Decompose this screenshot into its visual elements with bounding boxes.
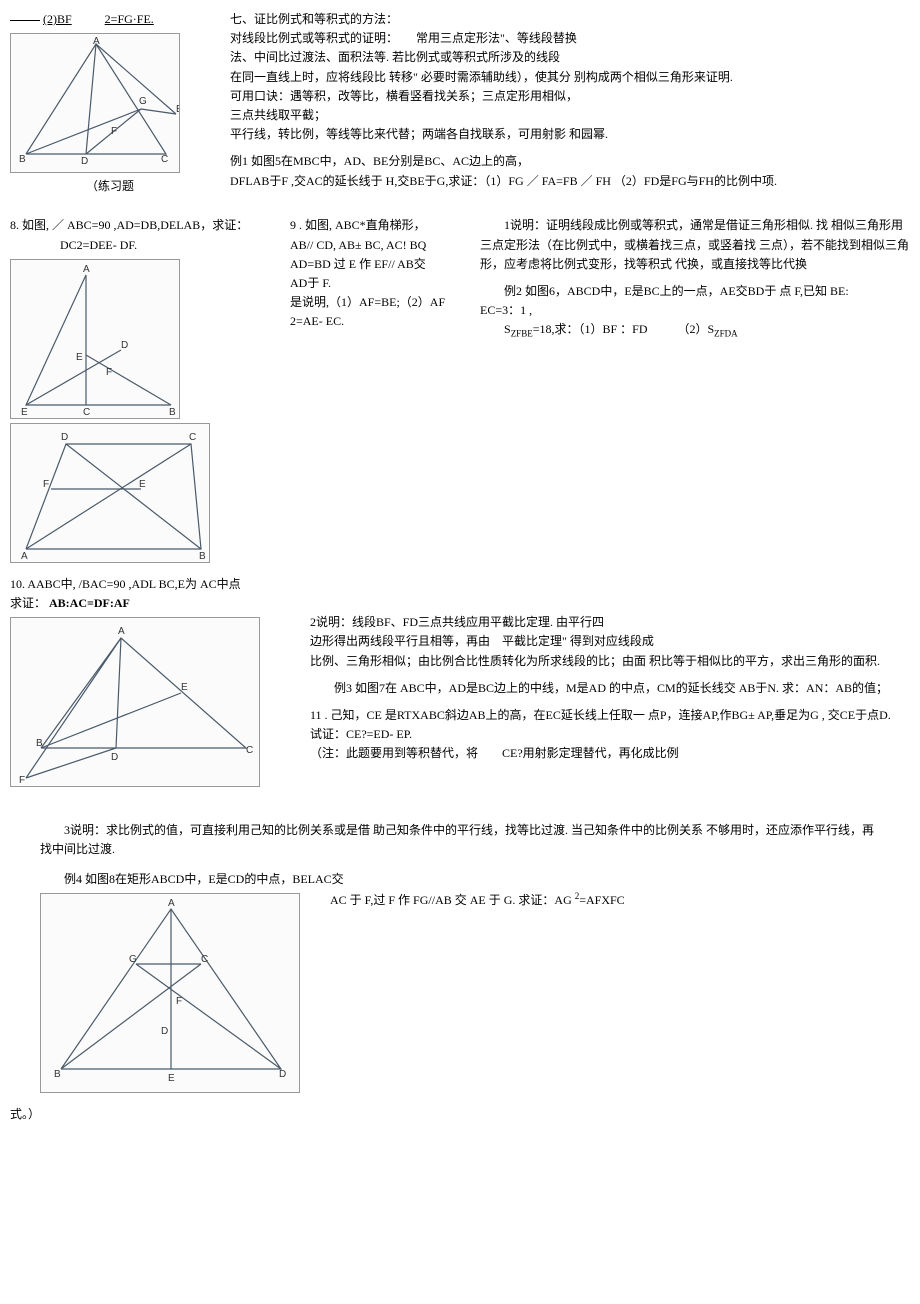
bottom-shi: 式。） xyxy=(10,1105,880,1124)
q10-l2-bold: AB:AC=DF:AF xyxy=(49,596,130,610)
svg-text:B: B xyxy=(19,154,26,165)
q10-right: 2说明：线段BF、FD三点共线应用平截比定理. 由平行四 边形得出两线段平行且相… xyxy=(310,613,910,791)
figure-q9: D C A B F E xyxy=(10,423,210,563)
svg-text:D: D xyxy=(121,340,128,351)
mid-row: 8. 如图, ／ ABC=90 ,AD=DB,DELAB，求证： DC2=DEE… xyxy=(10,216,910,566)
c2-l5: 2=AE- EC. xyxy=(290,312,460,331)
q8-sub: DC2=DEE- DF. xyxy=(10,236,270,255)
q10-r2: 比例、三角形相似；由比例合比性质转化为所求线段的比；由面 积比等于相似比的平方，… xyxy=(310,652,910,671)
c3-ex2a: 例2 如图6，ABCD中，E是BC上的一点，AE交BD于 点 F,已知 BE: xyxy=(480,282,910,301)
q10-r4: 例3 如图7在 ABC中，AD是BC边上的中线，M是AD 的中点，CM的延长线交… xyxy=(310,679,910,698)
q8-text: 8. 如图, ／ ABC=90 ,AD=DB,DELAB，求证： xyxy=(10,216,270,235)
c3-p1: 1说明：证明线段成比例或等积式，通常是借证三角形相似. 找 相似三角形用三点定形… xyxy=(480,216,910,274)
q10-left: A B C D E F xyxy=(10,613,290,791)
svg-text:A: A xyxy=(83,264,90,275)
left-header-line: (2)BF 2=FG·FE. xyxy=(10,10,210,29)
c3-ex2c-sub: ZFBE xyxy=(511,329,533,339)
right-line-2: 法、中间比过渡法、面积法等. 若比例式或等积式所涉及的线段 xyxy=(230,48,910,67)
c2-l1: AB// CD, AB± BC, AC! BQ xyxy=(290,236,460,255)
c2-l3: AD于 F. xyxy=(290,274,460,293)
c3-ex2c-sub2: ZFDA xyxy=(714,329,738,339)
figure-ex4: A B D E G C F D xyxy=(40,893,300,1093)
c3-ex2c-pre: S xyxy=(504,322,511,336)
q10-l2-pre: 求证： xyxy=(10,596,46,610)
figure-q10: A B C D E F xyxy=(10,617,260,787)
svg-text:E: E xyxy=(21,407,28,418)
svg-text:E: E xyxy=(76,352,83,363)
left-eq: 2=FG·FE. xyxy=(105,12,154,26)
svg-text:B: B xyxy=(199,551,206,562)
svg-text:A: A xyxy=(118,626,125,637)
right-line-9: DFLAB于F ,交AC的延长线于 H,交BE于G,求证：（1）FG ／ FA=… xyxy=(230,172,910,191)
figure-practice: A B C D G E F xyxy=(10,33,180,173)
q10-block: 10. AABC中, /BAC=90 ,ADL BC,E为 AC中点 求证： A… xyxy=(10,575,910,791)
mid-col3: 1说明：证明线段成比例或等积式，通常是借证三角形相似. 找 相似三角形用三点定形… xyxy=(480,216,910,566)
svg-text:F: F xyxy=(111,126,117,137)
svg-text:D: D xyxy=(111,752,118,763)
q10-r7: 试证：CE?=ED- EP. xyxy=(310,725,910,744)
q10-l1: 10. AABC中, /BAC=90 ,ADL BC,E为 AC中点 xyxy=(10,575,910,594)
c2-l2: AD=BD 过 E 作 EF// AB交 xyxy=(290,255,460,274)
c2-l0: 9 . 如图, ABC*直角梯形， xyxy=(290,216,460,235)
svg-text:E: E xyxy=(168,1073,175,1084)
svg-text:A: A xyxy=(168,898,175,909)
svg-text:E: E xyxy=(139,479,146,490)
svg-text:B: B xyxy=(36,738,43,749)
mid-col1: 8. 如图, ／ ABC=90 ,AD=DB,DELAB，求证： DC2=DEE… xyxy=(10,216,270,566)
right-line-5: 三点共线取平截； xyxy=(230,106,910,125)
svg-text:E: E xyxy=(181,682,188,693)
bottom-ex4a: 例4 如图8在矩形ABCD中，E是CD的中点，BELAC交 xyxy=(40,870,880,889)
svg-text:F: F xyxy=(106,367,112,378)
top-row: (2)BF 2=FG·FE. A B C D G E F （练习题 七、证比例式… xyxy=(10,10,910,196)
svg-text:E: E xyxy=(176,104,180,115)
mid-col2: 9 . 如图, ABC*直角梯形， AB// CD, AB± BC, AC! B… xyxy=(290,216,460,566)
svg-text:A: A xyxy=(21,551,28,562)
right-line-4: 可用口诀：遇等积，改等比，横看竖看找关系；三点定形用相似， xyxy=(230,87,910,106)
left-header: (2)BF xyxy=(43,12,72,26)
q10-r8: （注：此题要用到等积替代，将 CE?用射影定理替代，再化成比例 xyxy=(310,744,910,763)
svg-text:C: C xyxy=(189,432,196,443)
bottom-fig-col: A B D E G C F D xyxy=(40,889,310,1097)
svg-text:G: G xyxy=(139,96,147,107)
right-line-0: 七、证比例式和等积式的方法： xyxy=(230,10,910,29)
svg-text:G: G xyxy=(129,954,137,965)
svg-text:F: F xyxy=(176,996,182,1007)
figure-q8: A E C B E D F xyxy=(10,259,180,419)
svg-text:B: B xyxy=(54,1069,61,1080)
c3-ex2c: SZFBE=18,求：（1）BF ：FD （2）SZFDA xyxy=(480,320,910,341)
right-line-1: 对线段比例式或等积式的证明： 常用三点定形法"、等线段替换 xyxy=(230,29,910,48)
right-line-8: 例1 如图5在MBC中，AD、BE分别是BC、AC边上的高， xyxy=(230,152,910,171)
q10-r0: 2说明：线段BF、FD三点共线应用平截比定理. 由平行四 xyxy=(310,613,910,632)
svg-text:A: A xyxy=(93,36,100,47)
q10-r1: 边形得出两线段平行且相等，再由 平截比定理" 得到对应线段成 xyxy=(310,632,910,651)
bottom-p3: 3说明：求比例式的值，可直接利用己知的比例关系或是借 助己知条件中的平行线，找等… xyxy=(40,821,880,859)
ex4b-pre: AC 于 F,过 F 作 FG//AB 交 AE 于 G. 求证：AG xyxy=(330,893,575,907)
svg-text:D: D xyxy=(81,156,88,167)
q10-l2: 求证： AB:AC=DF:AF xyxy=(10,594,910,613)
bottom-ex4b-col: AC 于 F,过 F 作 FG//AB 交 AE 于 G. 求证：AG 2=AF… xyxy=(330,889,880,1097)
bottom-ex4b: AC 于 F,过 F 作 FG//AB 交 AE 于 G. 求证：AG 2=AF… xyxy=(330,889,880,910)
c2-l4: 是说明,（1）AF=BE;（2）AF xyxy=(290,293,460,312)
svg-text:B: B xyxy=(169,407,176,418)
top-left-col: (2)BF 2=FG·FE. A B C D G E F （练习题 xyxy=(10,10,210,196)
top-right-col: 七、证比例式和等积式的方法： 对线段比例式或等积式的证明： 常用三点定形法"、等… xyxy=(230,10,910,196)
bottom-block: 3说明：求比例式的值，可直接利用己知的比例关系或是借 助己知条件中的平行线，找等… xyxy=(10,821,910,1124)
c3-ex2c-mid: =18,求：（1）BF ：FD （2）S xyxy=(533,322,714,336)
svg-text:C: C xyxy=(161,154,168,165)
svg-text:C: C xyxy=(201,954,208,965)
svg-text:D: D xyxy=(61,432,68,443)
svg-text:F: F xyxy=(43,479,49,490)
practice-caption: （练习题 xyxy=(10,177,210,196)
right-line-6: 平行线，转比例，等线等比来代替；两端各自找联系，可用射影 和园幂. xyxy=(230,125,910,144)
svg-text:C: C xyxy=(246,745,253,756)
svg-text:D: D xyxy=(161,1026,168,1037)
svg-text:D: D xyxy=(279,1069,286,1080)
svg-text:C: C xyxy=(83,407,90,418)
ex4b-post: =AFXFC xyxy=(579,893,624,907)
svg-text:F: F xyxy=(19,775,25,786)
c3-ex2b: EC=3：1 , xyxy=(480,301,910,320)
right-line-3: 在同一直线上时，应将线段比 转移" 必要时需添辅助线），使其分 别构成两个相似三… xyxy=(230,68,910,87)
q10-r6: 11 . 己知，CE 是RTXABC斜边AB上的高，在EC延长线上任取一 点P，… xyxy=(310,706,910,725)
